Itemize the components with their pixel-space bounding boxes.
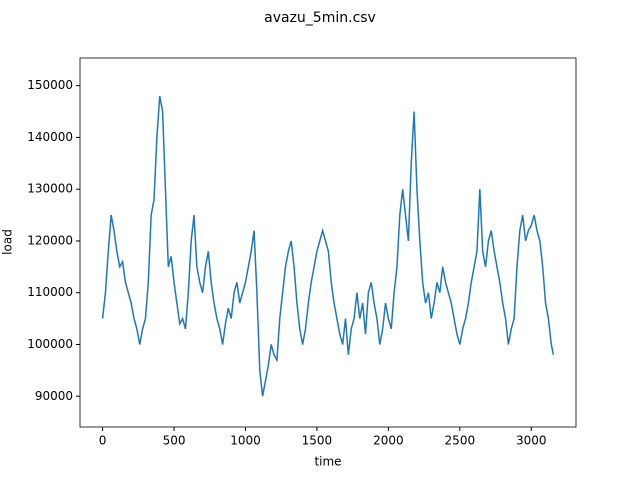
- y-tick-label: 140000: [27, 130, 73, 144]
- x-tick-label: 500: [163, 434, 186, 448]
- x-tick-label: 0: [99, 434, 107, 448]
- y-axis-label: load: [1, 229, 15, 255]
- x-axis-label: time: [314, 455, 341, 469]
- chart-title: avazu_5min.csv: [264, 10, 376, 26]
- y-tick-label: 110000: [27, 285, 73, 299]
- x-tick-label: 3000: [516, 434, 547, 448]
- y-tick-label: 100000: [27, 337, 73, 351]
- y-tick-label: 120000: [27, 233, 73, 247]
- data-line: [101, 95, 555, 397]
- x-tick-label: 2500: [445, 434, 476, 448]
- y-tick-label: 90000: [35, 389, 73, 403]
- x-tick-label: 1000: [230, 434, 261, 448]
- x-tick-label: 2000: [373, 434, 404, 448]
- x-tick-label: 1500: [302, 434, 333, 448]
- y-tick-label: 150000: [27, 78, 73, 92]
- y-tick-label: 130000: [27, 182, 73, 196]
- plot-frame: [79, 57, 577, 428]
